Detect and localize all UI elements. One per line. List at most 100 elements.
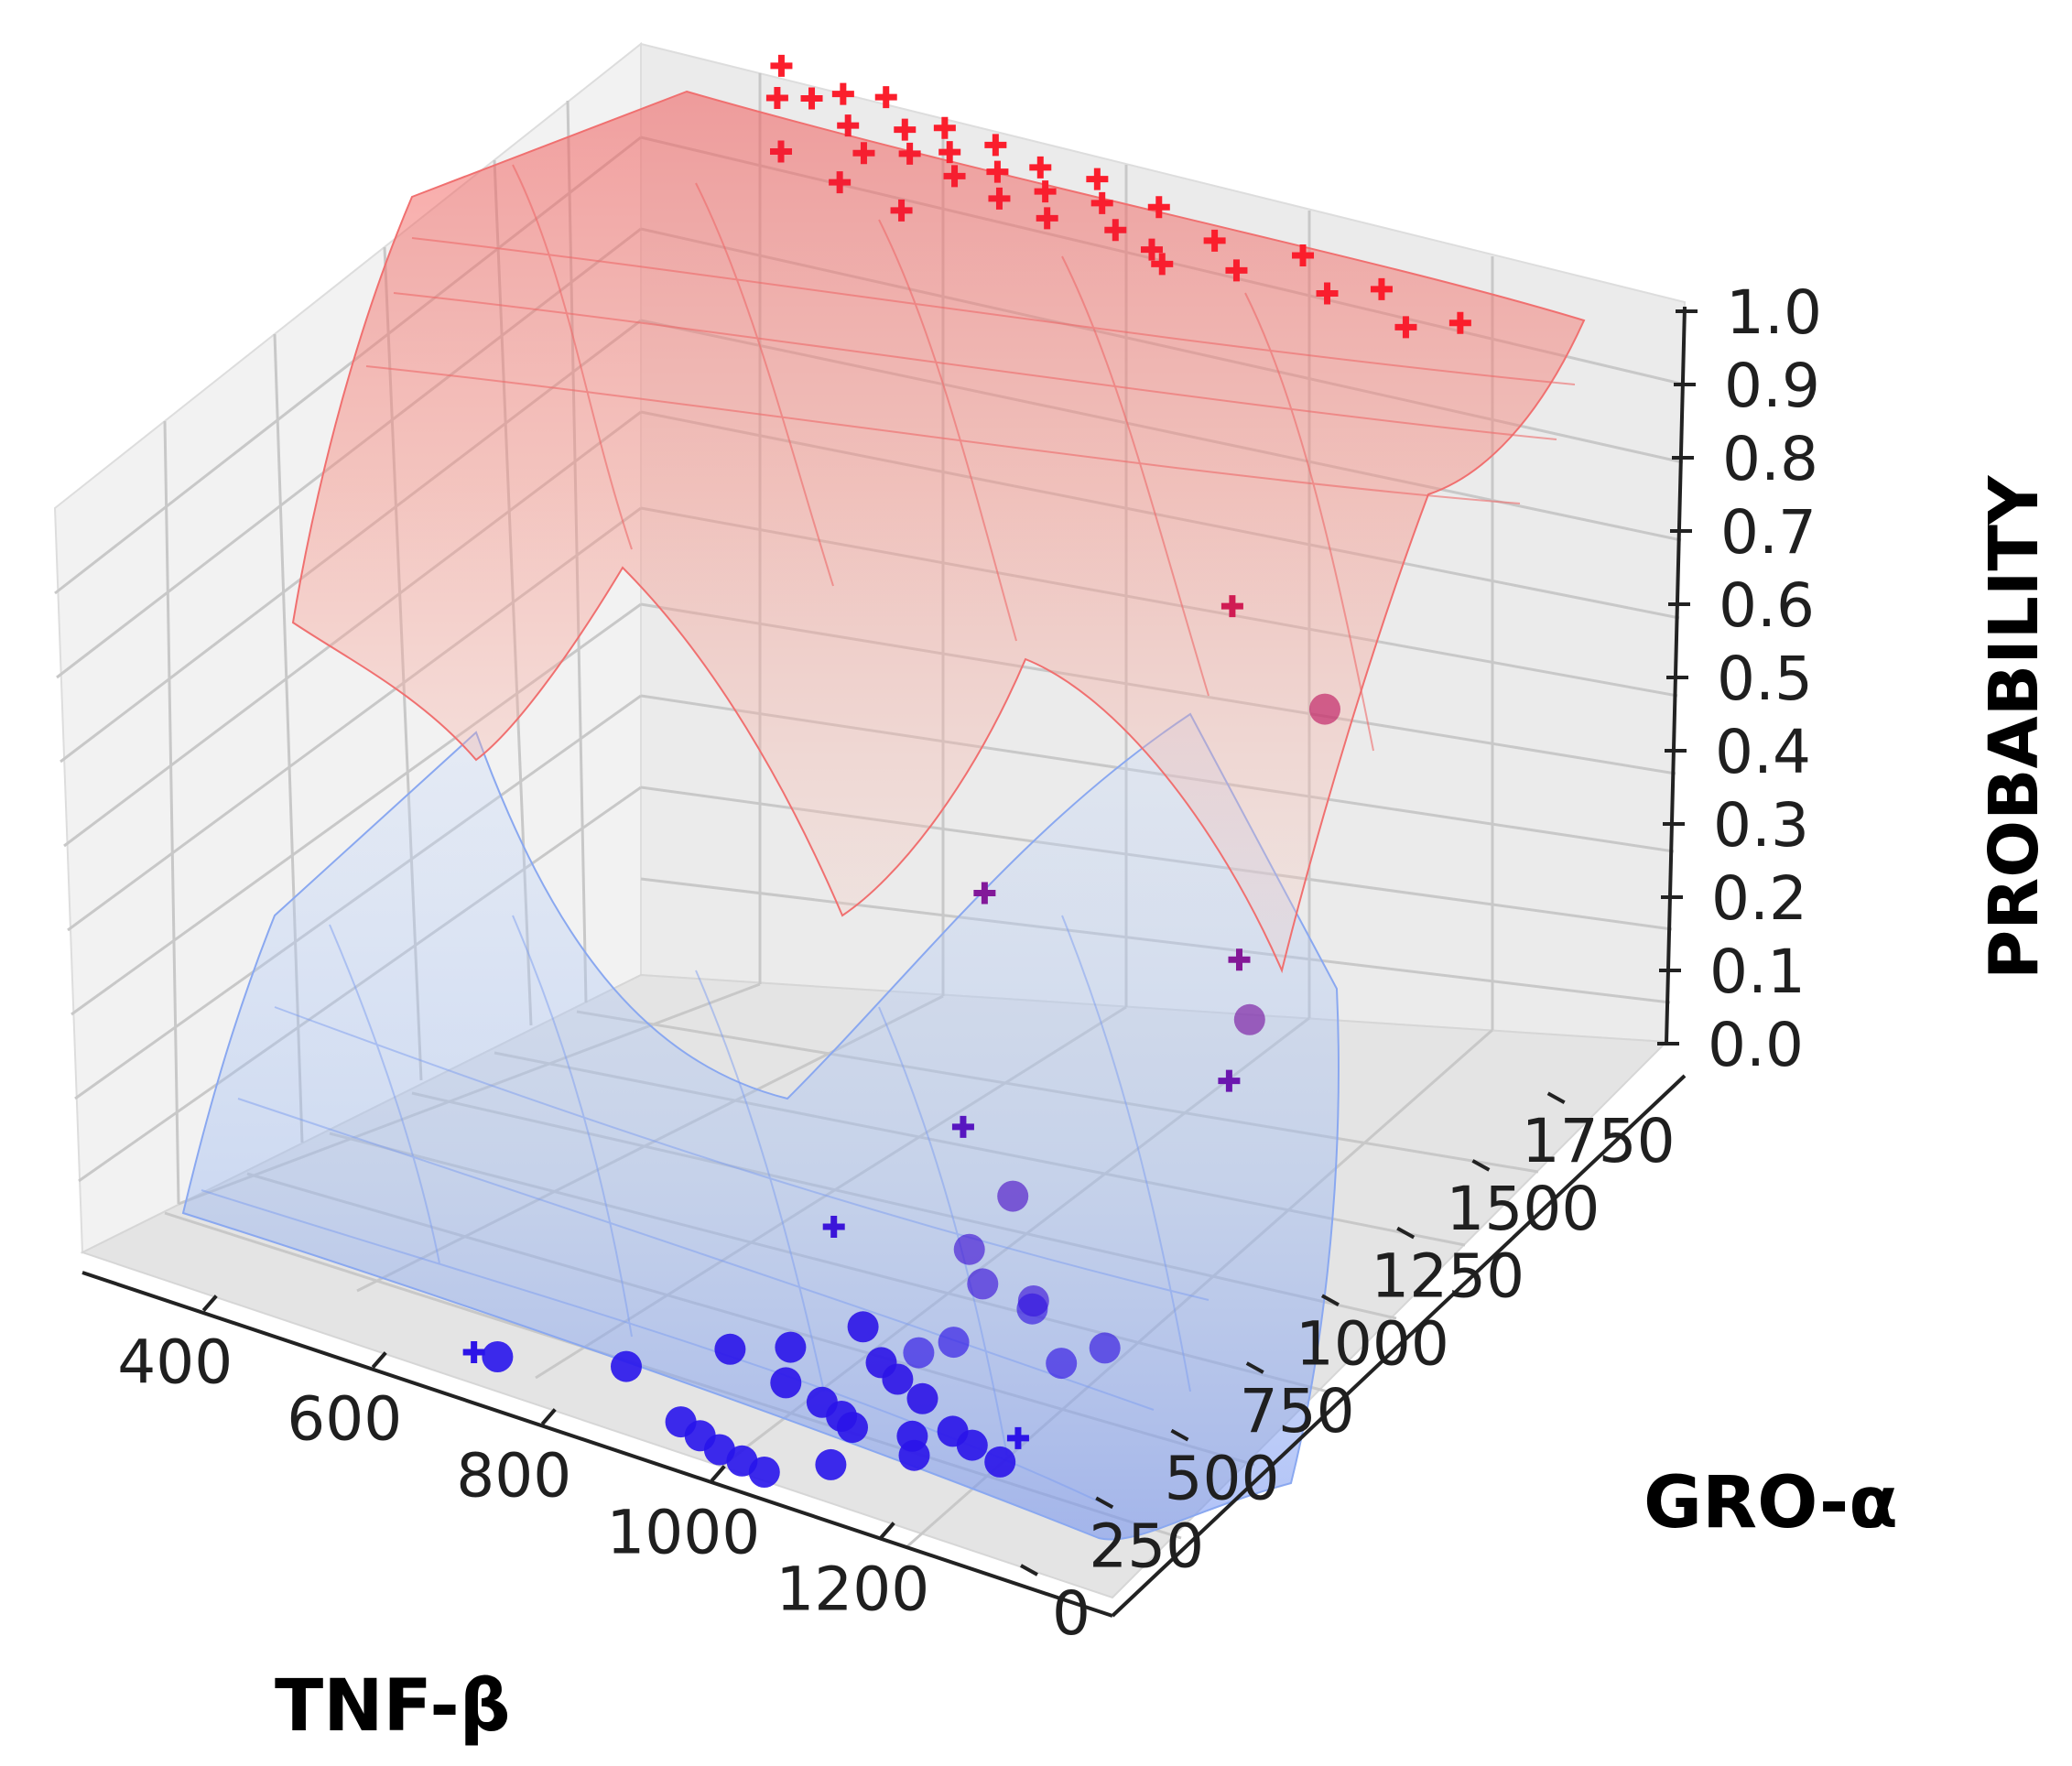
y-tick-mark xyxy=(1095,1496,1114,1510)
x-tick-label: 1000 xyxy=(606,1498,760,1568)
x-axis-line xyxy=(81,1271,1113,1618)
data-point-plus xyxy=(770,54,793,77)
x-tick-mark xyxy=(201,1295,218,1312)
data-point-plus xyxy=(1034,180,1057,203)
data-point-circle xyxy=(997,1180,1029,1212)
data-point-circle xyxy=(906,1382,938,1414)
data-point-plus xyxy=(831,82,854,105)
z-tick-label: 0.8 xyxy=(1722,424,1818,494)
data-point-plus xyxy=(894,118,917,141)
y-tick-label: 1250 xyxy=(1371,1241,1524,1312)
x-tick-label: 800 xyxy=(456,1441,571,1511)
surface-blue-wireframe xyxy=(201,915,1210,1502)
z-tick-label: 0.4 xyxy=(1715,717,1811,787)
probability-surfaces xyxy=(181,90,1586,1541)
data-point-circle xyxy=(748,1457,780,1488)
y-tick-mark xyxy=(1396,1226,1416,1240)
y-tick-mark xyxy=(1020,1564,1038,1576)
data-point-plus xyxy=(898,142,921,165)
data-point-plus xyxy=(1036,207,1058,230)
data-point-plus xyxy=(1394,316,1417,339)
y-tick-mark xyxy=(1245,1361,1264,1374)
data-point-plus xyxy=(1090,191,1113,214)
data-point-plus xyxy=(1006,1426,1029,1449)
z-tick-label: 0.9 xyxy=(1724,351,1820,421)
y-tick-label: 1500 xyxy=(1446,1174,1600,1244)
data-point-plus xyxy=(988,187,1011,210)
data-point-circle xyxy=(984,1446,1016,1478)
data-point-plus xyxy=(1140,238,1163,261)
data-point-plus xyxy=(986,160,1009,183)
data-point-plus xyxy=(765,87,788,110)
data-point-plus xyxy=(1225,259,1248,282)
data-point-plus xyxy=(852,142,875,165)
data-point-circle xyxy=(1233,1003,1265,1035)
data-point-circle xyxy=(1309,693,1340,725)
data-point-plus xyxy=(1029,156,1052,179)
data-point-plus xyxy=(933,116,956,139)
surface-red xyxy=(291,90,1586,974)
data-point-plus xyxy=(951,1115,974,1138)
data-point-circle xyxy=(938,1327,970,1359)
data-points xyxy=(462,54,1471,1488)
x-tick-mark xyxy=(879,1522,895,1539)
data-point-circle xyxy=(1016,1293,1048,1325)
y-tick-label: 250 xyxy=(1089,1511,1204,1581)
x-tick-label: 1200 xyxy=(776,1555,929,1625)
x-axis-title: TNF-β xyxy=(275,1665,511,1748)
data-point-plus xyxy=(938,141,961,164)
x-tick-label: 400 xyxy=(117,1327,233,1398)
z-tick-label: 0.5 xyxy=(1717,644,1813,714)
x-tick-label: 600 xyxy=(287,1384,402,1455)
axis-lines xyxy=(81,306,1687,1618)
data-point-plus xyxy=(1228,948,1251,971)
x-tick-mark xyxy=(540,1408,557,1425)
y-tick-mark xyxy=(1320,1294,1340,1307)
data-point-circle xyxy=(815,1448,847,1480)
data-point-plus xyxy=(770,140,793,163)
data-point-plus xyxy=(973,882,996,905)
z-axis-line xyxy=(1665,306,1687,1045)
data-point-plus xyxy=(943,165,966,188)
data-point-plus xyxy=(984,134,1007,157)
data-point-plus xyxy=(1104,219,1127,242)
y-tick-mark xyxy=(1170,1428,1189,1442)
data-point-plus xyxy=(1220,595,1243,618)
z-tick-label: 0.3 xyxy=(1713,790,1809,861)
data-point-plus xyxy=(1370,277,1393,300)
data-point-plus xyxy=(1147,196,1170,219)
data-point-circle xyxy=(611,1350,642,1382)
data-point-plus xyxy=(837,114,860,137)
y-axis-line xyxy=(1111,1074,1687,1618)
data-point-circle xyxy=(1046,1348,1078,1380)
data-point-plus xyxy=(1151,253,1174,276)
y-tick-label: 750 xyxy=(1240,1376,1355,1446)
z-tick-label: 0.1 xyxy=(1709,937,1806,1007)
data-point-circle xyxy=(847,1311,879,1343)
z-tick-label: 0.6 xyxy=(1719,570,1815,641)
z-tick-label: 0.2 xyxy=(1711,863,1807,934)
data-point-plus xyxy=(1086,168,1109,190)
data-point-plus xyxy=(1448,311,1471,334)
data-point-circle xyxy=(482,1341,514,1372)
data-point-plus xyxy=(800,87,823,110)
z-tick-label: 0.7 xyxy=(1720,497,1817,568)
data-point-circle xyxy=(882,1363,914,1395)
data-point-plus xyxy=(1218,1069,1241,1092)
z-axis-title: PROBABILITY xyxy=(1975,474,2054,980)
data-point-circle xyxy=(953,1233,985,1265)
data-point-plus xyxy=(829,171,852,194)
y-tick-mark xyxy=(1546,1091,1566,1104)
z-tick-label: 0.0 xyxy=(1708,1010,1804,1080)
y-tick-mark xyxy=(1471,1159,1491,1172)
data-point-plus xyxy=(890,199,913,222)
y-tick-label: 0 xyxy=(1052,1578,1090,1649)
z-tick-label: 1.0 xyxy=(1726,277,1822,348)
data-point-circle xyxy=(903,1337,935,1369)
surface-red-wireframe xyxy=(365,164,1576,752)
data-point-plus xyxy=(1316,282,1339,305)
data-point-circle xyxy=(1089,1332,1121,1364)
y-tick-label: 1000 xyxy=(1296,1308,1449,1379)
